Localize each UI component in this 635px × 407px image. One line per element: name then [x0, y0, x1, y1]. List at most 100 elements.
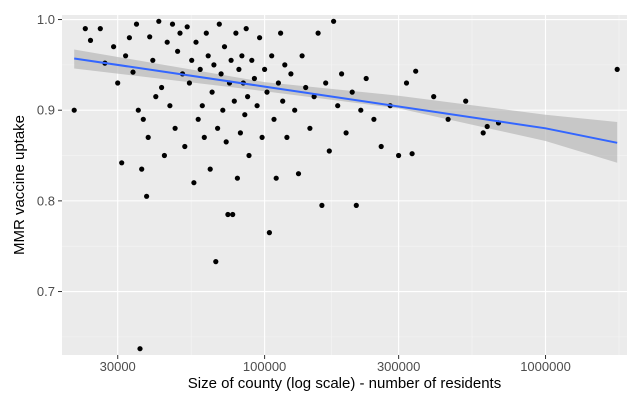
data-point — [282, 62, 288, 68]
data-point — [311, 94, 317, 100]
data-point — [259, 134, 265, 140]
data-point — [140, 116, 146, 122]
data-point — [211, 62, 217, 68]
data-point — [299, 53, 305, 59]
data-point — [292, 107, 298, 113]
data-point — [234, 175, 240, 181]
data-points — [71, 18, 620, 352]
data-point — [150, 57, 156, 63]
data-point — [358, 107, 364, 113]
data-point — [445, 116, 451, 122]
data-point — [326, 148, 332, 154]
data-point — [230, 211, 236, 218]
data-point — [177, 30, 183, 36]
data-point — [307, 125, 313, 131]
x-tick-label: 300000 — [377, 359, 420, 374]
data-point — [403, 80, 410, 86]
data-point — [266, 230, 272, 236]
data-point — [371, 116, 377, 122]
data-point — [167, 103, 173, 109]
trend-line — [74, 57, 618, 144]
data-point — [115, 80, 121, 86]
data-point — [254, 103, 260, 109]
y-tick-label: 1.0 — [37, 12, 55, 27]
data-point — [130, 69, 136, 75]
data-point — [295, 171, 302, 177]
data-point — [175, 48, 181, 54]
x-axis-ticks: 30000 100000 300000 1000000 — [100, 355, 571, 374]
data-point — [223, 139, 229, 145]
data-point — [480, 130, 486, 136]
data-point — [172, 125, 178, 131]
data-point — [225, 211, 231, 218]
data-point — [484, 123, 490, 130]
data-point — [257, 35, 263, 41]
data-point — [280, 98, 286, 104]
data-point — [275, 80, 281, 86]
data-point — [353, 202, 359, 208]
data-point — [193, 39, 199, 45]
data-point — [215, 125, 221, 131]
data-point — [123, 53, 129, 59]
data-point — [249, 57, 255, 63]
data-point — [246, 152, 252, 159]
data-point — [161, 152, 167, 159]
data-point — [284, 134, 290, 140]
data-point — [164, 39, 170, 45]
data-point — [237, 130, 243, 136]
data-point — [209, 89, 215, 95]
data-point — [242, 112, 248, 118]
data-point — [144, 193, 150, 199]
data-point — [409, 151, 415, 157]
data-point — [339, 71, 345, 77]
data-point — [288, 71, 294, 77]
data-point — [331, 18, 337, 24]
data-point — [343, 130, 349, 136]
data-point — [145, 134, 151, 140]
data-point — [197, 66, 203, 72]
data-point — [207, 166, 213, 172]
y-axis-title: MMR vaccine uptake — [11, 115, 28, 255]
y-tick-label: 0.8 — [37, 193, 55, 208]
data-point — [269, 53, 275, 59]
data-point — [262, 66, 268, 72]
data-point — [335, 103, 341, 109]
x-tick-label: 1000000 — [520, 359, 571, 374]
data-point — [264, 89, 270, 95]
data-point — [239, 53, 245, 59]
data-point — [363, 75, 369, 82]
data-point — [182, 143, 188, 150]
data-point — [273, 175, 279, 181]
data-point — [319, 202, 325, 208]
data-point — [396, 152, 402, 159]
data-point — [236, 66, 242, 72]
data-point — [413, 68, 419, 74]
data-point — [245, 94, 251, 100]
x-tick-label: 30000 — [100, 359, 136, 374]
y-tick-label: 0.7 — [37, 284, 55, 299]
data-point — [233, 30, 239, 36]
data-point — [251, 75, 257, 82]
data-point — [97, 26, 103, 32]
trend-line-group — [74, 57, 618, 144]
data-point — [119, 160, 125, 166]
data-point — [221, 44, 228, 50]
data-point — [323, 80, 329, 86]
data-point — [303, 84, 309, 91]
data-point — [220, 107, 226, 113]
data-point — [147, 34, 153, 40]
x-axis-title: Size of county (log scale) - number of r… — [188, 375, 501, 392]
data-point — [195, 116, 201, 122]
data-point — [153, 94, 159, 100]
data-point — [201, 134, 207, 140]
data-point — [463, 98, 469, 104]
data-point — [205, 53, 211, 59]
data-point — [82, 26, 88, 32]
data-point — [228, 57, 234, 63]
data-point — [315, 30, 321, 36]
data-point — [213, 259, 219, 265]
data-point — [216, 21, 222, 27]
data-point — [135, 107, 141, 113]
data-point — [169, 21, 176, 27]
